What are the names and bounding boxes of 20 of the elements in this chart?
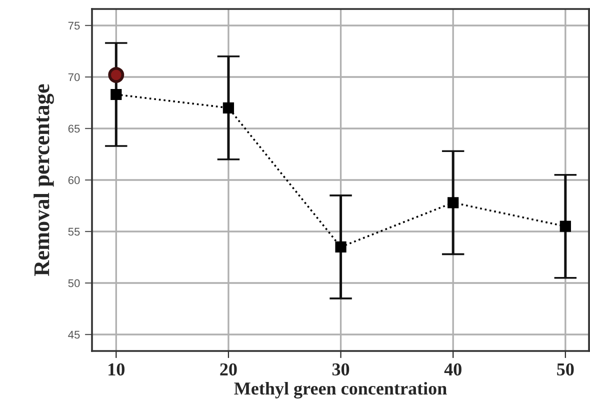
point (222, 102, 234, 114)
x-tick-label: 20 (220, 363, 237, 376)
y-tick-label: 65 (68, 124, 80, 133)
point (110, 88, 122, 100)
x-tick-label: 10 (108, 363, 124, 376)
y-tick-label: 60 (68, 176, 80, 184)
point (108, 66, 124, 83)
point (335, 241, 346, 253)
x-tick-label: 50 (557, 363, 574, 376)
x-tick-label: 40 (444, 363, 462, 376)
point (560, 220, 571, 232)
point (448, 197, 459, 208)
y-axis-title: Removal percentage (34, 84, 54, 276)
y-tick-label: 50 (68, 279, 80, 288)
x-tick-label: 30 (332, 363, 350, 376)
y-tick-label: 70 (68, 73, 80, 82)
y-tick-label: 55 (68, 228, 80, 236)
y-tick-label: 75 (68, 22, 80, 30)
y-tick-label: 45 (68, 330, 80, 339)
x-axis-title: Methyl green concentration (234, 382, 447, 398)
